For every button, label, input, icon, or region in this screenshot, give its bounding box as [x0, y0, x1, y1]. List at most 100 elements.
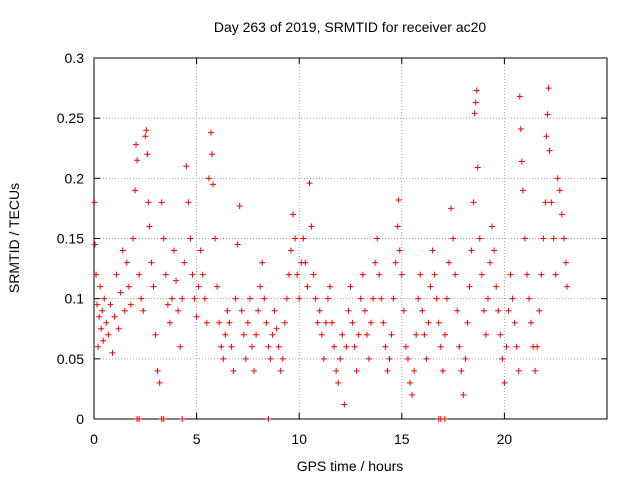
data-point	[501, 379, 508, 386]
data-point	[148, 259, 155, 266]
data-point	[448, 205, 455, 212]
data-point	[257, 283, 264, 290]
data-point	[388, 331, 395, 338]
data-point	[156, 379, 163, 386]
x-tick-label: 20	[497, 431, 513, 447]
data-point	[210, 181, 217, 188]
data-point	[415, 295, 422, 302]
y-tick-label: 0.15	[57, 231, 84, 247]
data-point	[472, 99, 479, 106]
data-point	[454, 307, 461, 314]
data-point	[435, 319, 442, 326]
data-point	[491, 247, 498, 254]
data-point	[208, 151, 215, 158]
data-point	[400, 307, 407, 314]
data-point	[91, 199, 98, 206]
data-point	[121, 307, 128, 314]
data-point	[283, 295, 290, 302]
data-point	[96, 313, 103, 320]
data-point	[441, 416, 448, 422]
data-point	[117, 289, 124, 296]
data-point	[314, 319, 321, 326]
data-point	[425, 319, 432, 326]
data-point	[179, 295, 186, 302]
data-point	[207, 129, 214, 136]
data-point	[546, 147, 553, 154]
data-point	[142, 133, 149, 140]
data-point	[460, 391, 467, 398]
data-point	[140, 307, 147, 314]
x-tick-label: 10	[291, 431, 307, 447]
data-point	[534, 343, 541, 350]
data-point	[473, 87, 480, 94]
data-point	[402, 343, 409, 350]
data-point	[101, 295, 108, 302]
data-point	[259, 259, 266, 266]
data-point	[518, 158, 525, 165]
y-tick-label: 0.2	[65, 170, 85, 186]
data-point	[103, 319, 110, 326]
data-point	[134, 157, 141, 164]
data-point	[168, 295, 175, 302]
data-point	[224, 307, 231, 314]
y-tick-label: 0	[76, 411, 84, 427]
data-point	[545, 85, 552, 92]
y-tick-label: 0.05	[57, 351, 84, 367]
data-point	[232, 295, 239, 302]
data-point	[404, 355, 411, 362]
data-point	[129, 235, 136, 242]
data-point	[390, 295, 397, 302]
data-point	[181, 259, 188, 266]
data-point	[246, 295, 253, 302]
data-point	[443, 295, 450, 302]
data-point	[519, 187, 526, 194]
data-point	[509, 295, 516, 302]
data-point	[361, 307, 368, 314]
data-point	[236, 203, 243, 210]
data-point	[505, 307, 512, 314]
axis-ticks	[93, 57, 607, 420]
data-point	[166, 319, 173, 326]
data-point	[146, 223, 153, 230]
data-point	[368, 319, 375, 326]
data-point	[267, 355, 274, 362]
data-point	[517, 125, 524, 132]
x-tick-label: 15	[394, 431, 410, 447]
data-point	[287, 247, 294, 254]
data-point	[542, 199, 549, 206]
data-point	[513, 343, 520, 350]
data-point	[464, 319, 471, 326]
data-point	[450, 235, 457, 242]
data-point	[93, 271, 100, 278]
data-point	[222, 331, 229, 338]
data-point	[150, 283, 157, 290]
data-point	[532, 367, 539, 374]
data-point	[189, 271, 196, 278]
data-point	[113, 271, 120, 278]
data-point	[304, 283, 311, 290]
data-point	[318, 331, 325, 338]
data-point	[507, 271, 514, 278]
data-point	[343, 343, 350, 350]
data-point	[300, 235, 307, 242]
data-point	[386, 355, 393, 362]
data-point	[214, 283, 221, 290]
data-point	[195, 283, 202, 290]
data-point	[372, 259, 379, 266]
data-point	[544, 111, 551, 118]
data-point	[384, 367, 391, 374]
data-point	[543, 133, 550, 140]
data-point	[263, 319, 270, 326]
data-point	[238, 307, 245, 314]
data-point	[164, 301, 171, 308]
data-point	[497, 331, 504, 338]
data-point	[341, 401, 348, 408]
data-point	[499, 355, 506, 362]
data-point	[503, 343, 510, 350]
data-point	[94, 301, 101, 308]
data-point	[339, 331, 346, 338]
chart-title: Day 263 of 2019, SRMTID for receiver ac2…	[214, 19, 487, 35]
data-point	[119, 247, 126, 254]
data-point	[468, 247, 475, 254]
data-point	[456, 343, 463, 350]
